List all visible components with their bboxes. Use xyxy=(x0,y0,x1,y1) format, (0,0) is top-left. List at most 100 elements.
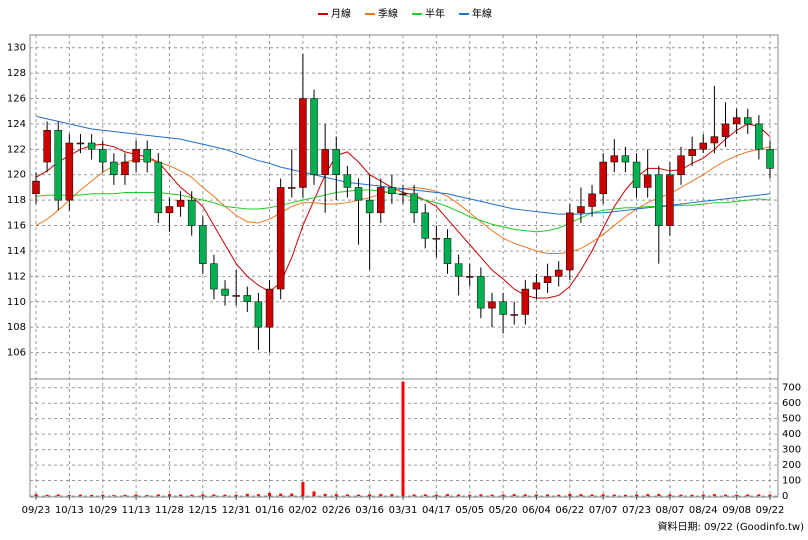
volume-bar xyxy=(34,494,38,496)
x-tick-label: 03/31 xyxy=(389,505,418,516)
volume-bar xyxy=(612,494,616,496)
volume-bar xyxy=(523,494,527,496)
candle-body xyxy=(477,276,485,309)
candle-body xyxy=(199,225,207,264)
volume-bar xyxy=(312,491,316,496)
volume-bar xyxy=(657,493,661,496)
volume-bar xyxy=(145,495,149,496)
candle-body xyxy=(165,206,174,214)
volume-bar xyxy=(423,494,427,496)
candle-body xyxy=(710,136,719,144)
volume-bar xyxy=(56,494,60,496)
candle-body xyxy=(121,161,129,175)
candle-body xyxy=(276,187,285,290)
candle-body xyxy=(510,314,518,316)
candle-body xyxy=(610,155,619,163)
volume-bar xyxy=(301,482,305,496)
volume-bar xyxy=(623,494,627,496)
y2-tick-label: 700 xyxy=(782,383,801,394)
candle-body xyxy=(454,263,463,277)
volume-bar xyxy=(746,494,750,496)
x-tick-label: 07/23 xyxy=(622,505,651,516)
y-tick-label: 126 xyxy=(7,94,26,105)
candle-body xyxy=(243,295,252,303)
candle-body xyxy=(388,187,396,195)
candle-body xyxy=(599,161,607,195)
candle-body xyxy=(554,269,563,277)
volume-bar xyxy=(534,494,538,496)
volume-bar xyxy=(379,493,383,496)
candle-body xyxy=(655,174,663,226)
volume-bar xyxy=(557,494,561,496)
volume-bar xyxy=(167,494,171,496)
candle-body xyxy=(232,295,240,297)
candle-body xyxy=(643,174,652,188)
volume-bar xyxy=(646,494,650,496)
volume-bar xyxy=(679,494,683,496)
volume-bar xyxy=(768,494,772,496)
volume-bar xyxy=(579,494,583,496)
candle-body xyxy=(321,149,329,175)
candle-body xyxy=(621,155,630,163)
volume-bar xyxy=(245,493,249,496)
volume-bar xyxy=(512,494,516,496)
volume-bar xyxy=(368,494,372,496)
y2-tick-label: 100 xyxy=(782,476,801,487)
x-tick-label: 06/22 xyxy=(555,505,584,516)
y-tick-label: 122 xyxy=(7,144,26,155)
candle-body xyxy=(288,187,296,189)
candle-body xyxy=(521,288,530,315)
candle-body xyxy=(721,123,730,137)
candle-body xyxy=(532,282,541,290)
x-tick-label: 09/08 xyxy=(722,505,751,516)
x-tick-label: 03/16 xyxy=(355,505,384,516)
volume-bar xyxy=(635,494,639,496)
candle-body xyxy=(488,301,496,309)
candle-body xyxy=(54,130,62,201)
volume-bar xyxy=(735,494,739,496)
volume-bar xyxy=(490,494,494,496)
volume-bar xyxy=(67,495,71,496)
volume-bar xyxy=(101,494,105,496)
x-tick-label: 09/23 xyxy=(22,505,51,516)
volume-bar xyxy=(123,494,127,496)
x-tick-label: 02/26 xyxy=(322,505,351,516)
candle-body xyxy=(210,263,218,290)
x-tick-label: 11/28 xyxy=(155,505,184,516)
y-tick-label: 112 xyxy=(7,271,26,282)
volume-bar xyxy=(724,494,728,496)
candle-body xyxy=(755,123,763,150)
x-tick-label: 07/07 xyxy=(589,505,618,516)
y-tick-label: 114 xyxy=(7,246,26,257)
candle-body xyxy=(343,174,352,188)
x-tick-label: 06/04 xyxy=(522,505,551,516)
candle-body xyxy=(87,142,96,150)
candle-body xyxy=(43,130,51,163)
volume-bar xyxy=(546,494,550,496)
x-tick-label: 12/15 xyxy=(188,505,217,516)
candle-body xyxy=(187,199,196,226)
x-tick-label: 02/02 xyxy=(288,505,317,516)
volume-bar xyxy=(334,494,338,496)
legend-label: 月線 xyxy=(331,7,351,20)
candle-body xyxy=(310,98,318,175)
candle-body xyxy=(399,193,407,196)
legend-label: 季線 xyxy=(378,7,398,20)
volume-bar xyxy=(234,494,238,496)
candle-body xyxy=(766,149,774,169)
candle-body xyxy=(632,161,641,188)
candle-body xyxy=(32,180,40,195)
volume-bar xyxy=(434,494,438,496)
x-tick-label: 11/13 xyxy=(122,505,151,516)
x-tick-label: 04/17 xyxy=(422,505,451,516)
y-tick-label: 116 xyxy=(7,221,26,232)
legend-label: 半年 xyxy=(425,7,445,20)
volume-bar xyxy=(78,494,82,496)
volume-bar xyxy=(701,494,705,496)
candle-body xyxy=(588,193,596,207)
candle-body xyxy=(499,301,507,315)
candle-body xyxy=(666,174,674,226)
y2-tick-label: 0 xyxy=(782,491,788,502)
y2-tick-label: 500 xyxy=(782,414,801,425)
volume-bar xyxy=(223,494,227,496)
